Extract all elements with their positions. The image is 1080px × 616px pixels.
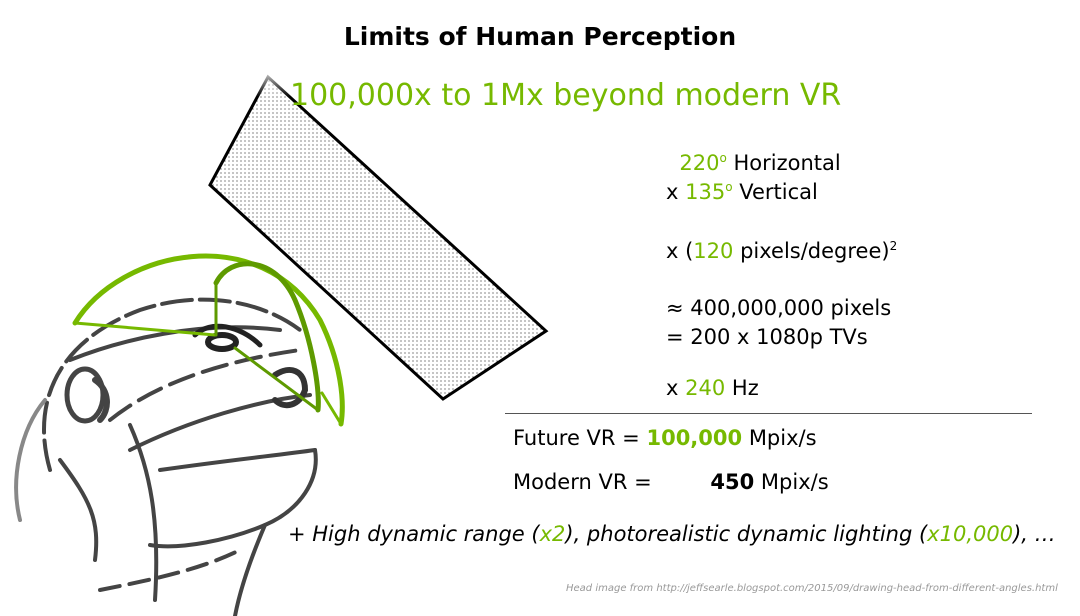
exponent: 2: [889, 239, 898, 253]
density-prefix: x (: [666, 239, 694, 263]
vertical-value: 135: [685, 180, 726, 204]
vertical-label: Vertical: [739, 180, 818, 204]
modern-vr-value: 450: [710, 470, 755, 494]
hdr-factor: x2: [539, 522, 566, 546]
modern-vr-line: Modern VR = 450 Mpix/s: [513, 470, 829, 494]
calc-vertical: x 135o Vertical: [666, 180, 818, 204]
horizontal-value: 220: [679, 151, 720, 175]
modern-vr-unit: Mpix/s: [760, 470, 829, 494]
modern-vr-label: Modern VR =: [513, 470, 652, 494]
rate-label: Hz: [731, 376, 759, 400]
multiply-sign: x: [666, 376, 679, 400]
slide-title: Limits of Human Perception: [343, 22, 737, 51]
additional-factors: + High dynamic range (x2), photorealisti…: [288, 522, 1056, 546]
lighting-factor: x10,000: [927, 522, 1014, 546]
density-value: 120: [693, 239, 734, 263]
head-sketch: [14, 297, 318, 616]
horizontal-label: Horizontal: [733, 151, 841, 175]
future-vr-label: Future VR =: [513, 426, 640, 450]
extras-text: ), …: [1013, 522, 1056, 546]
image-credit: Head image from http://jeffsearle.blogsp…: [566, 583, 1058, 594]
calc-density: x (120 pixels/degree)2: [666, 239, 897, 263]
future-vr-value: 100,000: [646, 426, 743, 450]
field-of-view-arcs: [72, 253, 345, 427]
future-vr-line: Future VR = 100,000 Mpix/s: [513, 426, 817, 450]
rate-value: 240: [685, 376, 726, 400]
extras-text: ), photorealistic dynamic lighting (: [565, 522, 928, 546]
degree-mark: o: [719, 151, 727, 165]
density-label: pixels/degree): [740, 239, 890, 263]
calc-rate: x 240 Hz: [666, 376, 759, 400]
calc-tvs: = 200 x 1080p TVs: [666, 325, 868, 349]
degree-mark: o: [725, 180, 733, 194]
calc-horizontal: 220o Horizontal: [666, 151, 841, 175]
multiply-sign: x: [666, 180, 679, 204]
divider: [505, 413, 1032, 414]
future-vr-unit: Mpix/s: [748, 426, 817, 450]
calc-pixels: ≈ 400,000,000 pixels: [666, 296, 892, 320]
display-panel: [200, 70, 549, 401]
slide-subtitle: 100,000x to 1Mx beyond modern VR: [290, 78, 842, 113]
extras-text: + High dynamic range (: [288, 522, 540, 546]
